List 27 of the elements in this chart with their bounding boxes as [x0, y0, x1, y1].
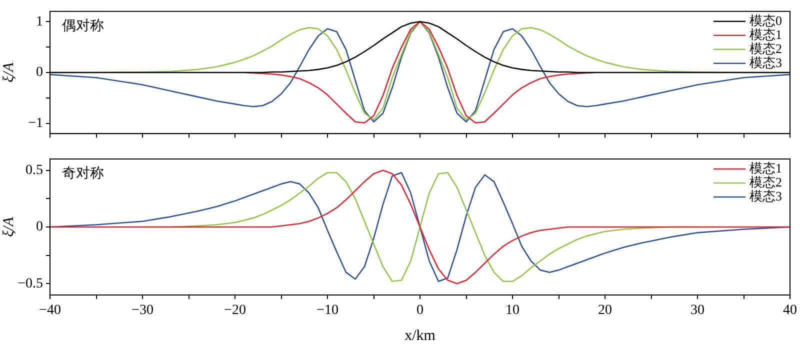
- x-tick-label: −30: [132, 303, 154, 318]
- legend-label: 模态0: [750, 12, 782, 28]
- x-tick-label: 0: [416, 303, 424, 318]
- y-tick-label: −1: [28, 116, 43, 132]
- x-tick-label: −40: [39, 303, 61, 318]
- x-tick-label: −10: [316, 303, 338, 318]
- y-tick-label: 0: [36, 65, 43, 80]
- legend-label: 模态3: [750, 188, 782, 204]
- legend-label: 模态2: [750, 40, 782, 56]
- annotation: 奇对称: [62, 166, 104, 182]
- y-tick-label: 1: [36, 14, 43, 30]
- legend-label: 模态1: [750, 160, 782, 176]
- x-tick-label: 30: [690, 303, 704, 318]
- legend-label: 模态3: [750, 54, 782, 70]
- x-tick-label: 20: [598, 303, 612, 318]
- legend-label: 模态2: [750, 174, 782, 190]
- x-tick-label: 10: [506, 303, 520, 318]
- x-tick-label: −20: [224, 303, 246, 318]
- x-axis-title: x/km: [404, 328, 436, 344]
- y-tick-label: 0: [36, 220, 43, 235]
- y-axis-title: ξ/A: [0, 62, 17, 82]
- y-tick-label: −0.5: [18, 276, 43, 292]
- y-tick-label: 0.5: [26, 163, 43, 178]
- x-tick-label: 40: [783, 303, 797, 318]
- legend-label: 模态1: [750, 26, 782, 42]
- annotation: 偶对称: [62, 18, 104, 34]
- y-axis-title: ξ/A: [0, 216, 17, 237]
